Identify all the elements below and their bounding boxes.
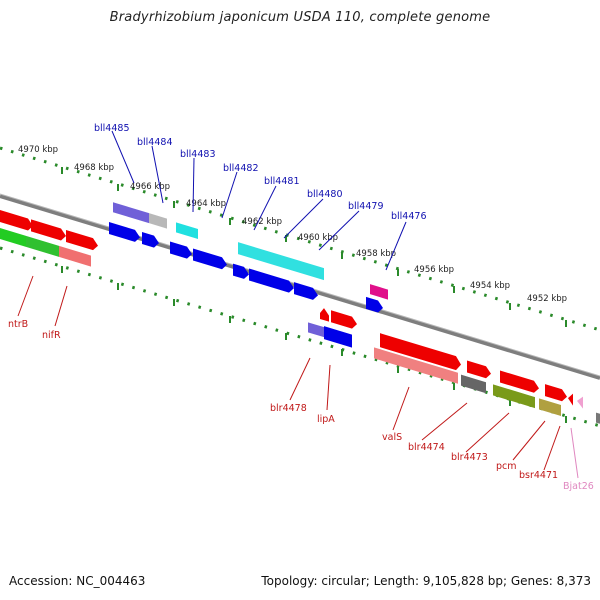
gene-label-bll4480[interactable]: bll4480 (307, 189, 343, 200)
topology-text: Topology: circular; Length: 9,105,828 bp… (261, 574, 591, 588)
gene-label-bsr4471[interactable]: bsr4471 (519, 470, 558, 481)
scale-label: 4968 kbp (74, 163, 114, 173)
gene-arrow-red[interactable] (320, 307, 329, 322)
scale-line-upper (0, 146, 600, 332)
scale-label: 4956 kbp (414, 265, 454, 275)
scale-label: 4964 kbp (186, 199, 226, 209)
upper-label-connectors (111, 130, 407, 271)
gene-label-bll4476[interactable]: bll4476 (391, 211, 427, 222)
gene-label-bll4484[interactable]: bll4484 (137, 137, 173, 148)
gene-feature-bll4481[interactable] (238, 242, 324, 281)
lower-label-connectors (17, 275, 561, 471)
scale-label: 4962 kbp (242, 217, 282, 227)
gene-feature-nifR[interactable] (59, 245, 91, 267)
lower-gene-track (308, 307, 600, 425)
gene-label-ntrB[interactable]: ntrB (8, 319, 28, 330)
gene-label-bll4481[interactable]: bll4481 (264, 176, 300, 187)
trna-label-connector (570, 427, 579, 479)
gene-label-blr4478[interactable]: blr4478 (270, 403, 307, 414)
gene-arrow-red[interactable] (331, 310, 357, 330)
scale-major-ticks-lower (61, 266, 567, 423)
gene-arrow-blue[interactable] (249, 268, 294, 294)
scale-label: 4966 kbp (130, 182, 170, 192)
gene-arrow-red[interactable] (467, 360, 491, 380)
gene-feature-ntrB-2[interactable] (26, 235, 59, 257)
gene-label-pcm[interactable]: pcm (496, 461, 517, 472)
scale-label: 4970 kbp (18, 145, 58, 155)
gene-arrow-blue[interactable] (324, 326, 352, 348)
scale-label: 4958 kbp (356, 249, 396, 259)
gene-arrow-red[interactable] (545, 384, 567, 403)
gene-label-bll4485[interactable]: bll4485 (94, 123, 130, 134)
gene-label-valS[interactable]: valS (382, 432, 402, 443)
gene-arrow-red[interactable] (380, 333, 461, 372)
gene-arrow-red[interactable] (500, 370, 539, 395)
gene-label-blr4473[interactable]: blr4473 (451, 452, 488, 463)
gene-arrow-red[interactable] (31, 219, 66, 242)
gene-feature-valS[interactable] (374, 347, 458, 384)
gene-feature-Bjat26[interactable] (577, 395, 583, 409)
gene-label-nifR[interactable]: nifR (42, 330, 61, 341)
gene-arrow-blue[interactable] (109, 222, 140, 243)
upper-gene-track (0, 202, 388, 314)
scale-label: 4960 kbp (298, 233, 338, 243)
gene-label-Bjat26[interactable]: Bjat26 (563, 481, 594, 492)
gene-arrow-blue[interactable] (193, 248, 227, 270)
gene-feature-blr4478[interactable] (308, 322, 324, 338)
gene-arrow-blue[interactable] (366, 296, 383, 314)
gene-feature-pcm[interactable] (539, 398, 561, 416)
gene-arrow-red[interactable] (568, 392, 573, 406)
scale-line-lower (0, 246, 600, 428)
gene-arrow-red[interactable] (66, 229, 98, 252)
gene-arrow-blue[interactable] (294, 282, 318, 301)
gene-arrow-blue[interactable] (142, 232, 159, 249)
accession-text: Accession: NC_004463 (9, 574, 146, 588)
gene-feature-blr4474[interactable] (461, 374, 486, 394)
scale-major-ticks (61, 167, 567, 327)
scale-label: 4952 kbp (527, 294, 567, 304)
gene-arrow-blue[interactable] (170, 241, 192, 261)
gene-label-bll4483[interactable]: bll4483 (180, 149, 216, 160)
gene-feature-bll4484[interactable] (149, 213, 167, 229)
gene-arrow-blue[interactable] (233, 263, 249, 281)
gene-feature-gray-edge[interactable] (596, 412, 600, 425)
map-title: Bradyrhizobium japonicum USDA 110, compl… (109, 10, 491, 25)
scale-label: 4954 kbp (470, 281, 510, 291)
gene-arrow-red[interactable] (0, 210, 33, 232)
gene-feature-bll4476[interactable] (370, 284, 388, 300)
gene-label-bll4479[interactable]: bll4479 (348, 201, 384, 212)
gene-feature-ntrB[interactable] (0, 228, 26, 247)
gene-label-bll4482[interactable]: bll4482 (223, 163, 259, 174)
gene-label-blr4474[interactable]: blr4474 (408, 442, 445, 453)
gene-label-lipA[interactable]: lipA (317, 414, 335, 425)
gene-feature-bll4483[interactable] (176, 222, 198, 239)
gene-feature-blr4473[interactable] (493, 384, 535, 409)
gene-feature-bll4485[interactable] (113, 202, 149, 224)
